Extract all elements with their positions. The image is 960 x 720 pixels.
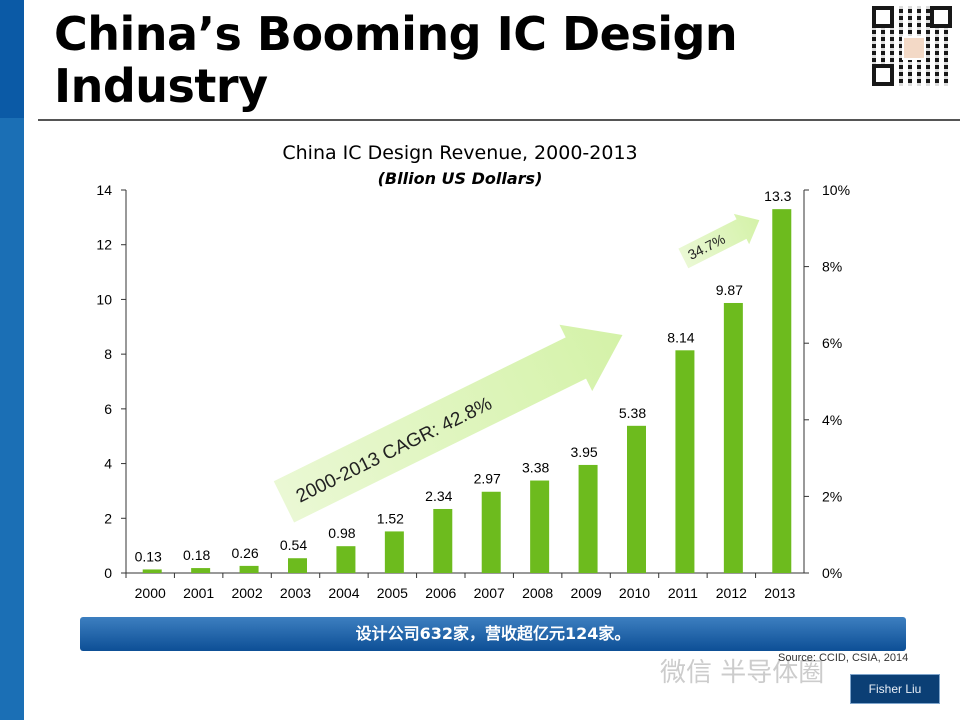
y2-tick-label: 0% [822, 565, 842, 581]
y2-tick-label: 4% [822, 412, 842, 428]
title-divider [38, 119, 960, 121]
cagr-label: 2000-2013 CAGR: 42.8% [293, 393, 496, 507]
qr-avatar-icon [902, 36, 926, 60]
y2-tick-label: 2% [822, 488, 842, 504]
bar-data-label: 2.97 [474, 471, 501, 487]
x-tick-label: 2009 [570, 585, 601, 601]
bar-data-label: 8.14 [667, 329, 694, 345]
bar-data-label: 13.3 [764, 188, 791, 204]
y-tick-label: 0 [104, 565, 112, 581]
bar [578, 464, 598, 573]
recent-growth-arrow: 34.7% [678, 213, 760, 269]
x-tick-label: 2000 [135, 585, 166, 601]
bar [191, 568, 211, 573]
bar-data-label: 0.54 [280, 537, 307, 553]
x-tick-label: 2001 [183, 585, 214, 601]
watermark-text: 微信 半导体圈 [660, 658, 825, 688]
qr-code-icon [872, 6, 952, 86]
summary-banner: 设计公司632家，营收超亿元124家。 [80, 617, 906, 651]
bar-data-label: 0.18 [183, 547, 210, 563]
x-tick-label: 2010 [619, 585, 650, 601]
bar [142, 569, 162, 573]
x-tick-label: 2002 [231, 585, 262, 601]
x-tick-label: 2008 [522, 585, 553, 601]
author-tag: Fisher Liu [850, 674, 940, 704]
y2-tick-label: 8% [822, 259, 842, 275]
y-tick-label: 6 [104, 401, 112, 417]
x-tick-label: 2013 [764, 585, 795, 601]
bar [239, 565, 259, 573]
bar [530, 480, 550, 573]
bar-data-label: 9.87 [716, 282, 743, 298]
bar-data-label: 2.34 [425, 488, 452, 504]
bar-data-label: 0.26 [231, 545, 258, 561]
y-tick-label: 8 [104, 346, 112, 362]
source-note: Source: CCID, CSIA, 2014 [778, 652, 909, 664]
slide-title: China’s Booming IC Design Industry [54, 7, 738, 113]
chart-subtitle: (Bllion US Dollars) [377, 169, 543, 188]
bar-data-label: 3.95 [570, 444, 597, 460]
bar [336, 546, 356, 573]
left-accent-bar-top [0, 0, 24, 118]
y2-tick-label: 10% [822, 182, 850, 198]
bar-data-label: 3.38 [522, 460, 549, 476]
cagr-arrow-shape [273, 324, 623, 523]
x-tick-label: 2003 [280, 585, 311, 601]
left-accent-bar [0, 0, 24, 720]
x-tick-label: 2007 [474, 585, 505, 601]
bar [384, 531, 404, 573]
x-tick-label: 2012 [716, 585, 747, 601]
x-tick-label: 2004 [328, 585, 359, 601]
bar-data-label: 0.98 [328, 525, 355, 541]
x-tick-label: 2011 [668, 585, 698, 601]
bar-data-label: 5.38 [619, 405, 646, 421]
y-tick-label: 2 [104, 510, 112, 526]
y-tick-label: 14 [96, 182, 112, 198]
x-tick-label: 2006 [425, 585, 456, 601]
bar [675, 350, 695, 573]
x-tick-label: 2005 [377, 585, 408, 601]
bar [627, 425, 646, 573]
chart-title: China IC Design Revenue, 2000-2013 [282, 142, 638, 164]
bar [481, 491, 501, 573]
bar [433, 508, 453, 573]
recent-growth-arrow-shape [678, 213, 760, 269]
y-tick-label: 12 [96, 237, 112, 253]
bar [288, 558, 307, 573]
bar-data-label: 1.52 [377, 510, 404, 526]
y2-tick-label: 6% [822, 335, 842, 351]
y-tick-label: 4 [104, 456, 112, 472]
y-tick-label: 10 [96, 291, 112, 307]
bar [723, 302, 743, 573]
bar-data-label: 0.13 [135, 548, 162, 564]
bar [772, 209, 792, 573]
